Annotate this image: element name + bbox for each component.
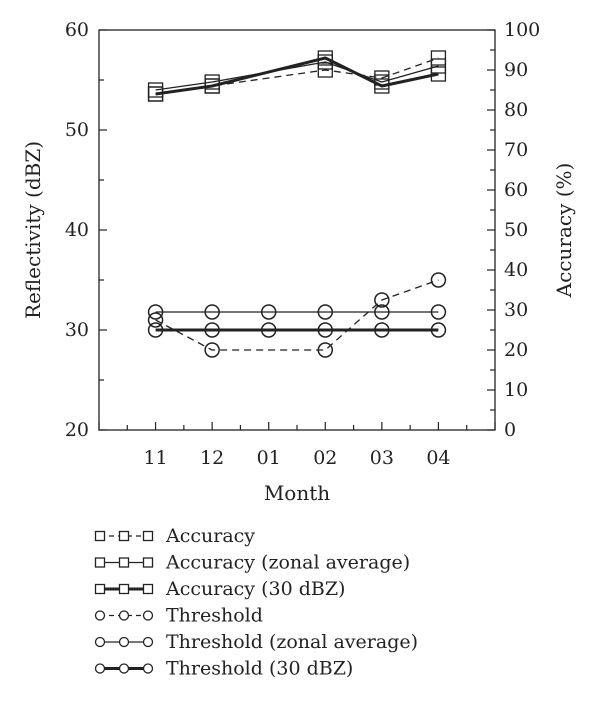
x-axis: 11 12 01 02 03 04 — [98, 422, 496, 469]
left-y-tick-label: 20 — [65, 419, 89, 441]
data-point-square — [317, 50, 333, 66]
legend-item: Accuracy (zonal average) — [94, 552, 410, 574]
series-threshold-zonal-average — [147, 304, 447, 320]
right-y-tick-label: 70 — [504, 139, 528, 161]
legend-marker-circle — [94, 663, 106, 674]
series-threshold — [147, 272, 447, 358]
data-point-circle — [430, 322, 447, 338]
data-point-square — [430, 58, 447, 74]
data-point-circle — [204, 322, 220, 338]
data-point-square — [430, 66, 447, 82]
data-point-square — [147, 82, 164, 98]
series-group — [147, 50, 447, 358]
right-y-tick-label: 50 — [504, 219, 528, 241]
legend-marker-circle — [118, 663, 130, 674]
x-tick-label: 04 — [426, 447, 450, 469]
series-accuracy-zonal-average — [147, 54, 447, 98]
legend-marker-circle — [142, 610, 154, 621]
legend-marker-square — [94, 557, 106, 568]
legend-marker-square — [118, 530, 130, 542]
right-y-tick-label: 30 — [504, 299, 528, 321]
legend-marker-square — [94, 530, 106, 542]
data-point-circle — [317, 342, 334, 358]
legend-marker-square — [94, 583, 106, 595]
legend-item: Accuracy (30 dBZ) — [94, 578, 345, 600]
x-tick-label: 03 — [370, 447, 394, 469]
legend-marker-square — [142, 557, 154, 568]
legend-label: Accuracy — [165, 525, 255, 547]
legend-marker-circle — [94, 636, 106, 648]
plot-area: 20 30 40 50 60 0 10 20 30 40 50 60 70 80 90 100 11 12 01… — [65, 19, 540, 469]
legend-item: Threshold (30 dBZ) — [94, 658, 353, 680]
right-y-tick-label: 40 — [504, 259, 528, 281]
series-accuracy-30-dbz — [147, 50, 447, 102]
data-point-square — [374, 78, 390, 94]
data-point-circle — [147, 304, 164, 320]
legend-marker-circle — [94, 610, 106, 621]
right-y-tick-label: 20 — [504, 339, 528, 361]
right-y-axis: 0 10 20 30 40 50 60 70 80 90 100 — [487, 19, 540, 441]
legend-label: Accuracy (30 dBZ) — [165, 578, 345, 600]
data-point-circle — [430, 272, 447, 288]
legend-item: Threshold (zonal average) — [94, 631, 418, 653]
data-point-square — [147, 86, 164, 102]
data-point-circle — [147, 312, 164, 328]
data-point-circle — [374, 322, 390, 338]
right-y-tick-label: 80 — [504, 99, 528, 121]
legend-marker-circle — [142, 663, 154, 674]
data-point-square — [204, 78, 220, 94]
x-axis-title: Month — [264, 481, 330, 505]
series-line — [155, 61, 439, 91]
data-point-circle — [204, 342, 220, 358]
legend-marker-circle — [118, 636, 130, 648]
legend-marker-square — [118, 557, 130, 568]
data-point-circle — [260, 322, 277, 338]
data-point-square — [430, 50, 447, 66]
data-point-circle — [374, 304, 390, 320]
legend-item: Accuracy — [94, 525, 255, 547]
data-point-circle — [374, 292, 390, 308]
legend-marker-circle — [118, 610, 130, 621]
data-point-circle — [204, 304, 220, 320]
legend: Accuracy Accuracy (zonal average) Accuracy… — [94, 525, 418, 680]
series-line — [155, 56, 439, 96]
x-tick-label: 11 — [143, 447, 167, 469]
x-tick-label: 02 — [313, 447, 337, 469]
left-y-tick-label: 40 — [65, 219, 89, 241]
legend-marker-square — [142, 530, 154, 542]
left-y-tick-label: 50 — [65, 119, 89, 141]
data-point-square — [317, 62, 333, 78]
series-threshold-30-dbz — [147, 322, 447, 338]
left-y-tick-label: 60 — [65, 19, 89, 41]
x-tick-label: 01 — [257, 447, 281, 469]
right-y-tick-label: 10 — [504, 379, 528, 401]
right-y-tick-label: 0 — [504, 419, 516, 441]
right-y-tick-label: 60 — [504, 179, 528, 201]
x-tick-label: 12 — [200, 447, 224, 469]
data-point-circle — [317, 304, 334, 320]
right-y-tick-label: 90 — [504, 59, 528, 81]
data-point-circle — [430, 304, 447, 320]
data-point-circle — [317, 322, 334, 338]
legend-marker-circle — [142, 636, 154, 648]
legend-marker-square — [142, 583, 154, 595]
legend-item: Threshold — [94, 605, 263, 627]
right-y-tick-label: 100 — [504, 19, 540, 41]
data-point-circle — [260, 304, 277, 320]
left-y-axis: 20 30 40 50 60 — [65, 19, 107, 441]
legend-label: Accuracy (zonal average) — [165, 552, 410, 574]
legend-label: Threshold (30 dBZ) — [166, 658, 353, 680]
left-y-axis-title: Reflectivity (dBZ) — [21, 141, 45, 319]
right-y-axis-title: Accuracy (%) — [552, 163, 576, 299]
legend-label: Threshold — [166, 605, 263, 627]
legend-label: Threshold (zonal average) — [166, 631, 418, 653]
data-point-circle — [147, 322, 164, 338]
legend-marker-square — [118, 583, 130, 595]
left-y-tick-label: 30 — [65, 319, 89, 341]
series-line — [155, 279, 439, 351]
